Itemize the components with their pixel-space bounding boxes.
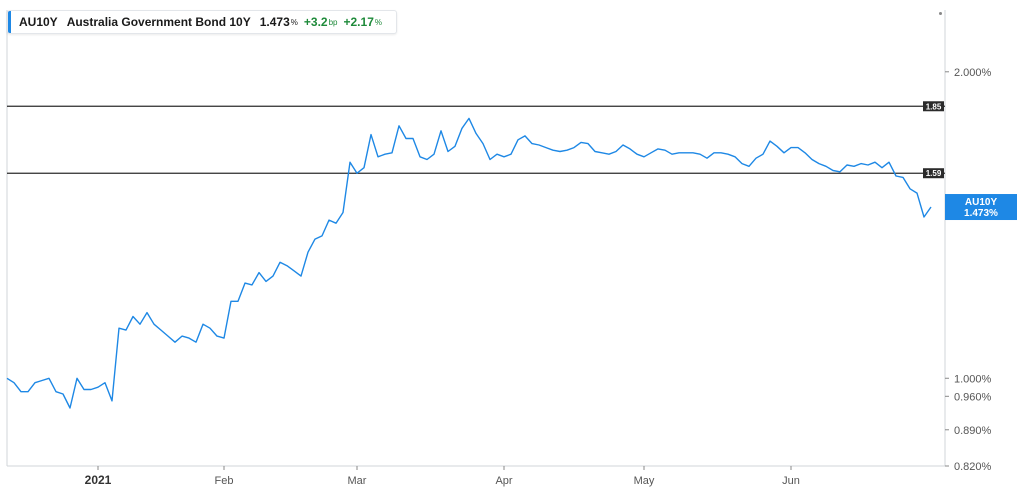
x-tick-label: Feb — [215, 475, 234, 487]
y-tick-label: 0.960% — [954, 391, 992, 403]
y-tick-label: 1.000% — [954, 373, 992, 385]
series-line[interactable] — [6, 117, 932, 409]
series-color-swatch — [8, 11, 11, 33]
change-bp: +3.2 — [303, 15, 328, 29]
axes-layer — [6, 10, 949, 470]
change-percent-unit: % — [374, 17, 382, 27]
change-percent: +2.17 — [343, 15, 374, 29]
last-value: 1.473 — [259, 15, 290, 29]
symbol-legend[interactable]: AU10Y Australia Government Bond 10Y 1.47… — [7, 10, 397, 34]
y-tick-label: 2.000% — [954, 67, 992, 79]
x-tick-label: Apr — [495, 475, 512, 487]
reference-line-label-box — [923, 168, 944, 179]
symbol-ticker: AU10Y — [19, 15, 58, 29]
x-tick-label: May — [634, 475, 655, 487]
symbol-name: Australia Government Bond 10Y — [66, 15, 251, 29]
axis-labels-layer: 2.000% 1.000% 0.960% 0.890% 0.820% 2021 Feb Mar… — [85, 67, 1017, 487]
last-value-label-symbol: AU10Y — [965, 197, 998, 208]
y-tick-label: 0.890% — [954, 425, 992, 437]
y-tick-label: 0.820% — [954, 461, 992, 473]
x-tick-label: 2021 — [85, 473, 112, 487]
reference-line-label: 1.85 — [926, 102, 942, 111]
change-bp-unit: bp — [328, 17, 338, 27]
chart-menu-dot-icon[interactable] — [939, 12, 942, 15]
reference-line-label-box — [923, 101, 944, 112]
reference-line-label: 1.59 — [926, 169, 942, 178]
x-tick-label: Mar — [348, 475, 367, 487]
reference-lines-layer: 1.85 1.59 — [7, 101, 945, 179]
series-layer — [6, 117, 932, 409]
last-value-label-value: 1.473% — [964, 208, 998, 219]
x-tick-label: Jun — [782, 475, 800, 487]
last-value-unit: % — [290, 17, 298, 27]
last-value-label-box — [945, 194, 1017, 221]
